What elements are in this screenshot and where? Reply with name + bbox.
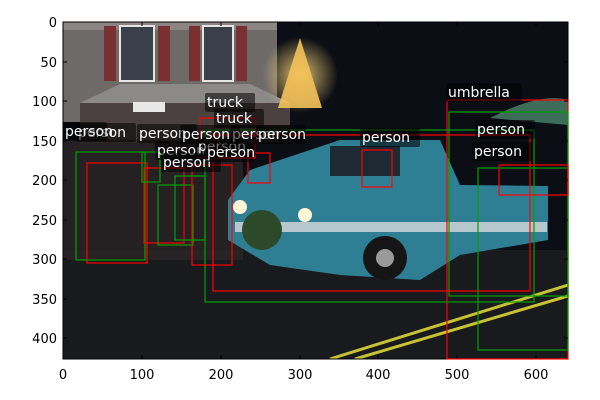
y-axis: 0 50 100 150 200 250 300 350 400 bbox=[32, 16, 568, 347]
detection-label: person bbox=[205, 143, 255, 162]
label-text: person bbox=[474, 144, 522, 160]
window-right bbox=[202, 25, 234, 82]
y-tick-label: 150 bbox=[32, 135, 57, 150]
y-tick-label: 200 bbox=[32, 174, 57, 189]
label-background bbox=[256, 125, 306, 144]
shutter bbox=[104, 26, 116, 81]
bounding-box bbox=[75, 151, 146, 261]
bounding-box bbox=[247, 152, 271, 184]
detection-label: person bbox=[180, 125, 240, 144]
label-text: person bbox=[182, 127, 230, 143]
shutter bbox=[189, 26, 200, 81]
x-tick-label: 600 bbox=[524, 368, 549, 383]
bounding-box bbox=[86, 162, 148, 264]
pickup-truck bbox=[228, 140, 548, 280]
christmas-tree bbox=[278, 38, 322, 108]
headlight bbox=[233, 200, 247, 214]
truck-stripe bbox=[235, 222, 547, 232]
x-tick-label: 300 bbox=[288, 368, 313, 383]
y-tick-label: 250 bbox=[32, 214, 57, 229]
detection-label: person bbox=[475, 120, 535, 139]
y-tick-label: 350 bbox=[32, 293, 57, 308]
label-text: person bbox=[65, 124, 113, 140]
label-background bbox=[180, 125, 240, 144]
shutter bbox=[236, 26, 247, 81]
label-text: person bbox=[163, 155, 211, 171]
label-background bbox=[63, 122, 107, 141]
y-tick-label: 50 bbox=[40, 56, 57, 71]
x-tick-label: 500 bbox=[445, 368, 470, 383]
headlight bbox=[298, 208, 312, 222]
shutter bbox=[158, 26, 170, 81]
label-background bbox=[205, 93, 255, 112]
road-line bbox=[329, 283, 568, 359]
detection-label: truck bbox=[205, 93, 255, 112]
detection-label: person bbox=[256, 125, 306, 144]
detection-label: person bbox=[360, 128, 420, 147]
x-tick-label: 0 bbox=[59, 368, 67, 383]
street-photo bbox=[63, 22, 568, 359]
label-text: truck bbox=[216, 111, 253, 127]
label-background bbox=[205, 143, 253, 162]
label-text: person bbox=[207, 145, 255, 161]
y-tick-label: 400 bbox=[32, 332, 57, 347]
wreath bbox=[242, 210, 282, 250]
road-line bbox=[354, 294, 568, 359]
label-text: person bbox=[139, 126, 187, 142]
label-background bbox=[472, 142, 532, 161]
label-text: person bbox=[258, 127, 306, 143]
y-tick-label: 100 bbox=[32, 95, 57, 110]
detection-label: umbrella bbox=[446, 83, 522, 102]
detection-label: truck bbox=[214, 109, 264, 128]
label-text: person bbox=[477, 122, 525, 138]
window-left bbox=[119, 25, 155, 82]
detection-label: person bbox=[472, 142, 532, 161]
label-background bbox=[360, 128, 420, 147]
y-tick-label: 300 bbox=[32, 253, 57, 268]
label-text: umbrella bbox=[448, 85, 510, 101]
label-background bbox=[214, 109, 264, 128]
bounding-box bbox=[174, 175, 206, 241]
wheel-hub bbox=[376, 249, 394, 267]
x-tick-label: 100 bbox=[130, 368, 155, 383]
y-tick-label: 0 bbox=[49, 16, 57, 31]
label-background bbox=[446, 83, 522, 102]
label-text: person bbox=[362, 130, 410, 146]
bounding-box bbox=[361, 149, 393, 188]
x-tick-label: 200 bbox=[209, 368, 234, 383]
detection-label: person bbox=[63, 122, 113, 141]
bounding-box bbox=[141, 151, 161, 183]
store-sign bbox=[133, 102, 165, 112]
x-tick-label: 400 bbox=[366, 368, 391, 383]
truck-windshield bbox=[330, 146, 400, 176]
label-background bbox=[475, 120, 535, 139]
label-text: truck bbox=[207, 95, 244, 111]
x-axis: 0 100 200 300 400 500 600 bbox=[59, 22, 549, 383]
